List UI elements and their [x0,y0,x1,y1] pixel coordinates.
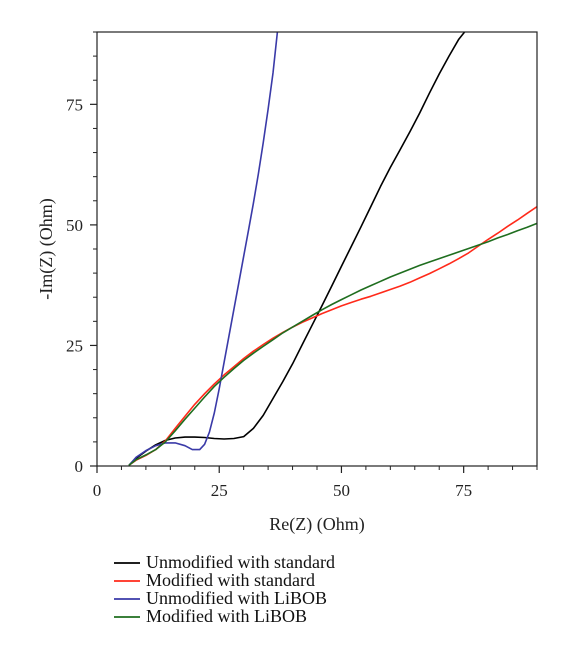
y-tick-label: 50 [66,216,83,235]
y-axis-title: -Im(Z) (Ohm) [36,198,57,299]
series-line-modified-with-libob [128,222,537,466]
y-tick-label: 75 [66,95,83,114]
legend-label: Modified with LiBOB [146,606,307,626]
x-axis-title: Re(Z) (Ohm) [269,514,364,535]
ticks-layer [90,31,538,473]
plot-frame [96,31,538,467]
legend-label: Unmodified with LiBOB [146,588,327,608]
x-tick-label: 75 [455,481,472,500]
tick-labels-layer: 0 25 50 75 0 25 50 75 [66,95,472,500]
legend-label: Unmodified with standard [146,552,335,572]
series-layer [128,32,537,466]
series-line-unmodified-with-standard [128,32,466,466]
y-tick-label: 25 [66,336,83,355]
series-line-unmodified-with-libob [128,32,279,466]
x-tick-label: 25 [211,481,228,500]
series-line-modified-with-standard [128,205,537,466]
x-tick-label: 50 [333,481,350,500]
legend-label: Modified with standard [146,570,315,590]
x-tick-label: 0 [93,481,102,500]
y-tick-label: 0 [75,457,84,476]
